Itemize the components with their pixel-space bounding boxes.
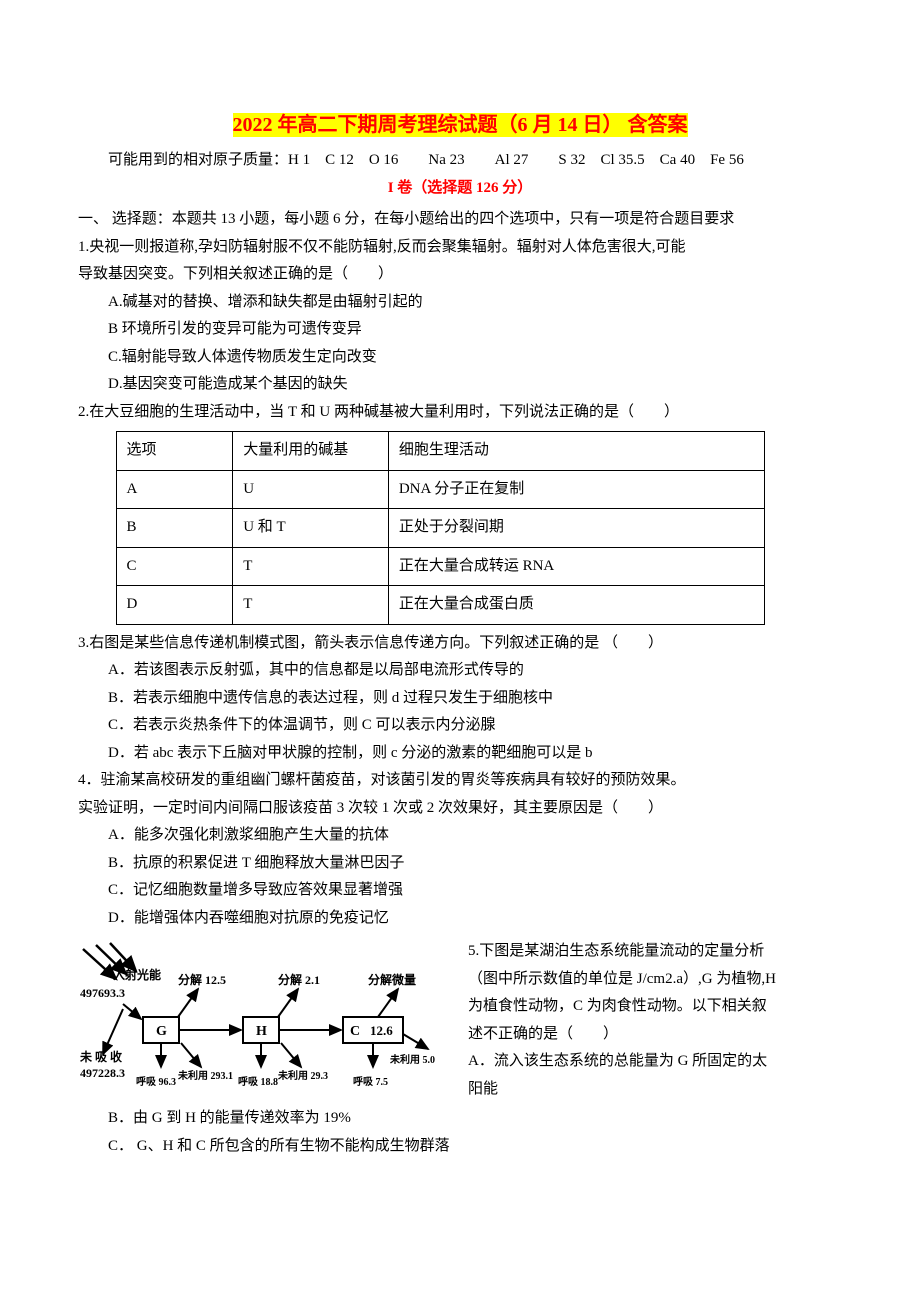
node-c-val: 12.6	[370, 1023, 393, 1038]
doc-title-wrap: 2022 年高二下期周考理综试题（6 月 14 日） 含答案	[78, 108, 842, 142]
q2-c-2: T	[233, 547, 389, 586]
q2-b-1: B	[116, 509, 233, 548]
q4-stem-line2: 实验证明，一定时间内间隔口服该疫苗 3 次较 1 次或 2 次效果好，其主要原因…	[78, 796, 842, 822]
doc-title: 2022 年高二下期周考理综试题（6 月 14 日） 含答案	[233, 113, 688, 137]
q2-c-3: 正在大量合成转运 RNA	[388, 547, 764, 586]
unused-c: 未利用 5.0	[389, 1053, 435, 1066]
table-row: C T 正在大量合成转运 RNA	[116, 547, 764, 586]
q5-choice-c: C． G、H 和 C 所包含的所有生物不能构成生物群落	[108, 1134, 842, 1160]
q5-choice-b: B．由 G 到 H 的能量传递效率为 19%	[108, 1106, 842, 1132]
table-row: D T 正在大量合成蛋白质	[116, 586, 764, 625]
q2-b-3: 正处于分裂间期	[388, 509, 764, 548]
value-in-light: 497693.3	[80, 986, 125, 1000]
q1-choice-b: B 环境所引发的变异可能为可遗传变异	[108, 317, 842, 343]
unabsorbed-label: 未 吸 收	[79, 1049, 122, 1064]
node-h: H	[256, 1024, 267, 1039]
q3-choice-d: D．若 abc 表示下丘脑对甲状腺的控制，则 c 分泌的激素的靶细胞可以是 b	[108, 741, 842, 767]
page: 2022 年高二下期周考理综试题（6 月 14 日） 含答案 可能用到的相对原子…	[0, 0, 920, 1201]
unabsorbed-value: 497228.3	[80, 1066, 125, 1080]
q3-choice-b: B．若表示细胞中遗传信息的表达过程，则 d 过程只发生于细胞核中	[108, 686, 842, 712]
q5-text-right: 5.下图是某湖泊生态系统能量流动的定量分析 （图中所示数值的单位是 J/cm2.…	[468, 939, 842, 1104]
q5-stem-line1: 5.下图是某湖泊生态系统能量流动的定量分析	[468, 939, 842, 965]
q4-choice-c: C．记忆细胞数量增多导致应答效果显著增强	[108, 878, 842, 904]
q5-rest-choices: B．由 G 到 H 的能量传递效率为 19% C． G、H 和 C 所包含的所有…	[78, 1106, 842, 1159]
node-g: G	[156, 1024, 167, 1039]
q4-choice-b: B．抗原的积累促进 T 细胞释放大量淋巴因子	[108, 851, 842, 877]
q1-choice-a: A.碱基对的替换、增添和缺失都是由辐射引起的	[108, 290, 842, 316]
q2-c-1: C	[116, 547, 233, 586]
q2-d-3: 正在大量合成蛋白质	[388, 586, 764, 625]
q5-stem-line2: （图中所示数值的单位是 J/cm2.a）,G 为植物,H	[468, 967, 842, 993]
q2-a-3: DNA 分子正在复制	[388, 470, 764, 509]
q5-choice-a-l2: 阳能	[468, 1077, 842, 1103]
q5-stem-line4: 述不正确的是（ ）	[468, 1022, 842, 1048]
q2-table: 选项 大量利用的碱基 细胞生理活动 A U DNA 分子正在复制 B U 和 T…	[116, 431, 765, 625]
resp-g: 呼吸 96.3	[136, 1075, 176, 1088]
q3-stem: 3.右图是某些信息传递机制模式图，箭头表示信息传递方向。下列叙述正确的是 （ ）	[78, 631, 842, 657]
q1-stem-line1: 1.央视一则报道称,孕妇防辐射服不仅不能防辐射,反而会聚集辐射。辐射对人体危害很…	[78, 235, 842, 261]
instructions: 一、 选择题：本题共 13 小题，每小题 6 分，在每小题给出的四个选项中，只有…	[78, 207, 842, 233]
energy-flow-svg: 入射光能 497693.3 G H C 12.6 分解 12.5	[78, 939, 448, 1099]
q2-d-1: D	[116, 586, 233, 625]
q2-a-1: A	[116, 470, 233, 509]
q3-choice-c: C．若表示炎热条件下的体温调节，则 C 可以表示内分泌腺	[108, 713, 842, 739]
atomic-mass-line: 可能用到的相对原子质量：H 1 C 12 O 16 Na 23 Al 27 S …	[78, 148, 842, 174]
q3-choices: A．若该图表示反射弧，其中的信息都是以局部电流形式传导的 B．若表示细胞中遗传信…	[78, 658, 842, 766]
decomp-h: 分解 2.1	[278, 972, 320, 987]
q2-stem: 2.在大豆细胞的生理活动中，当 T 和 U 两种碱基被大量利用时，下列说法正确的…	[78, 400, 842, 426]
q2-head-3: 细胞生理活动	[388, 432, 764, 471]
label-in-light: 入射光能	[113, 967, 161, 982]
q2-head-2: 大量利用的碱基	[233, 432, 389, 471]
q2-a-2: U	[233, 470, 389, 509]
q5-wrap: 入射光能 497693.3 G H C 12.6 分解 12.5	[78, 939, 842, 1104]
q4-choice-a: A．能多次强化刺激浆细胞产生大量的抗体	[108, 823, 842, 849]
q2-row-head: 选项 大量利用的碱基 细胞生理活动	[116, 432, 764, 471]
q5-stem-line3: 为植食性动物，C 为肉食性动物。以下相关叙	[468, 994, 842, 1020]
table-row: B U 和 T 正处于分裂间期	[116, 509, 764, 548]
resp-h: 呼吸 18.8	[238, 1075, 278, 1088]
unused-h: 未利用 29.3	[277, 1069, 328, 1082]
q4-choice-d: D．能增强体内吞噬细胞对抗原的免疫记忆	[108, 906, 842, 932]
q5-choice-a-l1: A．流入该生态系统的总能量为 G 所固定的太	[468, 1049, 842, 1075]
decomp-c: 分解微量	[368, 972, 416, 987]
resp-c: 呼吸 7.5	[353, 1075, 388, 1088]
q1-choice-c: C.辐射能导致人体遗传物质发生定向改变	[108, 345, 842, 371]
q4-choices: A．能多次强化刺激浆细胞产生大量的抗体 B．抗原的积累促进 T 细胞释放大量淋巴…	[78, 823, 842, 931]
q3-choice-a: A．若该图表示反射弧，其中的信息都是以局部电流形式传导的	[108, 658, 842, 684]
q1-choices: A.碱基对的替换、增添和缺失都是由辐射引起的 B 环境所引发的变异可能为可遗传变…	[78, 290, 842, 398]
table-row: A U DNA 分子正在复制	[116, 470, 764, 509]
q2-head-1: 选项	[116, 432, 233, 471]
node-c: C	[350, 1024, 360, 1039]
q2-b-2: U 和 T	[233, 509, 389, 548]
unused-g: 未利用 293.1	[177, 1069, 233, 1082]
q1-choice-d: D.基因突变可能造成某个基因的缺失	[108, 372, 842, 398]
energy-flow-diagram: 入射光能 497693.3 G H C 12.6 分解 12.5	[78, 939, 448, 1099]
q2-d-2: T	[233, 586, 389, 625]
decomp-g: 分解 12.5	[178, 972, 226, 987]
q4-stem-line1: 4．驻渝某高校研发的重组幽门螺杆菌疫苗，对该菌引发的胃炎等疾病具有较好的预防效果…	[78, 768, 842, 794]
section-1-head: I 卷（选择题 126 分）	[78, 176, 842, 202]
q1-stem-line2: 导致基因突变。下列相关叙述正确的是（ ）	[78, 262, 842, 288]
